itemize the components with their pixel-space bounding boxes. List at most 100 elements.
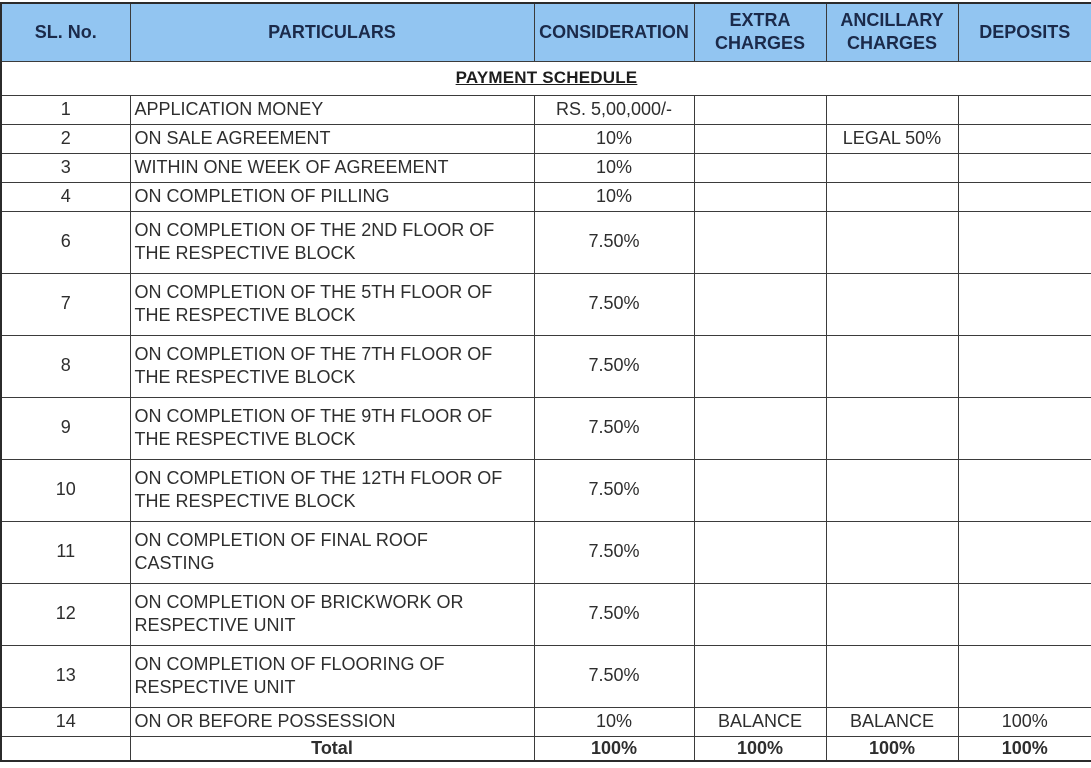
- total-row: Total 100% 100% 100% 100%: [0, 735, 1091, 762]
- particulars-cell: APPLICATION MONEY: [129, 94, 535, 125]
- sl-cell: 13: [0, 644, 131, 708]
- consideration-cell: 7.50%: [533, 458, 695, 522]
- deposits-cell: [957, 152, 1091, 183]
- extra-charges-cell: BALANCE: [693, 706, 827, 737]
- table-row: 12 ON COMPLETION OF BRICKWORK OR RESPECT…: [0, 582, 1091, 646]
- extra-charges-cell: [693, 181, 827, 212]
- sl-cell: 14: [0, 706, 131, 737]
- deposits-cell: [957, 582, 1091, 646]
- sl-cell: 2: [0, 123, 131, 154]
- table-row: 3 WITHIN ONE WEEK OF AGREEMENT 10%: [0, 152, 1091, 183]
- particulars-cell: ON COMPLETION OF THE 12TH FLOOR OF THE R…: [129, 458, 535, 522]
- sl-cell: 8: [0, 334, 131, 398]
- header-row: SL. No. PARTICULARS CONSIDERATION EXTRA …: [0, 2, 1091, 62]
- ancillary-charges-cell: [825, 644, 959, 708]
- table-row: 10 ON COMPLETION OF THE 12TH FLOOR OF TH…: [0, 458, 1091, 522]
- ancillary-charges-cell: [825, 94, 959, 125]
- ancillary-charges-cell: BALANCE: [825, 706, 959, 737]
- extra-charges-cell: [693, 334, 827, 398]
- particulars-cell: ON COMPLETION OF PILLING: [129, 181, 535, 212]
- consideration-cell: 7.50%: [533, 644, 695, 708]
- table-row: 13 ON COMPLETION OF FLOORING OF RESPECTI…: [0, 644, 1091, 708]
- extra-charges-cell: [693, 210, 827, 274]
- sl-cell: 4: [0, 181, 131, 212]
- consideration-cell: 7.50%: [533, 520, 695, 584]
- ancillary-charges-total-cell: 100%: [825, 735, 959, 762]
- table-row: 7 ON COMPLETION OF THE 5TH FLOOR OF THE …: [0, 272, 1091, 336]
- table-row: 1 APPLICATION MONEY RS. 5,00,000/-: [0, 94, 1091, 125]
- table-header: SL. No. PARTICULARS CONSIDERATION EXTRA …: [0, 2, 1091, 62]
- ancillary-charges-cell: [825, 334, 959, 398]
- col-header-extra-charges: EXTRA CHARGES: [693, 2, 827, 62]
- consideration-cell: 10%: [533, 706, 695, 737]
- consideration-cell: 7.50%: [533, 334, 695, 398]
- sl-cell: 10: [0, 458, 131, 522]
- extra-charges-cell: [693, 582, 827, 646]
- ancillary-charges-cell: [825, 181, 959, 212]
- title-cell: PAYMENT SCHEDULE: [0, 60, 1091, 96]
- particulars-cell: ON COMPLETION OF FINAL ROOF CASTING: [129, 520, 535, 584]
- deposits-cell: [957, 123, 1091, 154]
- consideration-total-cell: 100%: [533, 735, 695, 762]
- ancillary-charges-cell: [825, 396, 959, 460]
- extra-charges-cell: [693, 272, 827, 336]
- deposits-cell: [957, 272, 1091, 336]
- ancillary-charges-cell: [825, 272, 959, 336]
- sl-cell: [0, 735, 131, 762]
- sl-cell: 11: [0, 520, 131, 584]
- particulars-cell: ON COMPLETION OF THE 9TH FLOOR OF THE RE…: [129, 396, 535, 460]
- table-row: 4 ON COMPLETION OF PILLING 10%: [0, 181, 1091, 212]
- particulars-cell: ON SALE AGREEMENT: [129, 123, 535, 154]
- extra-charges-cell: [693, 152, 827, 183]
- col-header-particulars: PARTICULARS: [129, 2, 535, 62]
- particulars-cell: ON OR BEFORE POSSESSION: [129, 706, 535, 737]
- deposits-cell: [957, 644, 1091, 708]
- table-row: 14 ON OR BEFORE POSSESSION 10% BALANCE B…: [0, 706, 1091, 737]
- consideration-cell: 10%: [533, 181, 695, 212]
- deposits-cell: [957, 334, 1091, 398]
- table-row: 2 ON SALE AGREEMENT 10% LEGAL 50%: [0, 123, 1091, 154]
- total-label-cell: Total: [129, 735, 535, 762]
- deposits-cell: [957, 94, 1091, 125]
- extra-charges-cell: [693, 123, 827, 154]
- ancillary-charges-cell: [825, 520, 959, 584]
- consideration-cell: 7.50%: [533, 582, 695, 646]
- ancillary-charges-cell: [825, 152, 959, 183]
- extra-charges-total-cell: 100%: [693, 735, 827, 762]
- deposits-cell: [957, 396, 1091, 460]
- extra-charges-cell: [693, 644, 827, 708]
- ancillary-charges-cell: LEGAL 50%: [825, 123, 959, 154]
- deposits-cell: [957, 520, 1091, 584]
- col-header-consideration: CONSIDERATION: [533, 2, 695, 62]
- col-header-ancillary-charges: ANCILLARY CHARGES: [825, 2, 959, 62]
- particulars-cell: ON COMPLETION OF THE 7TH FLOOR OF THE RE…: [129, 334, 535, 398]
- deposits-total-cell: 100%: [957, 735, 1091, 762]
- deposits-cell: [957, 210, 1091, 274]
- sl-cell: 9: [0, 396, 131, 460]
- table-row: 9 ON COMPLETION OF THE 9TH FLOOR OF THE …: [0, 396, 1091, 460]
- particulars-cell: WITHIN ONE WEEK OF AGREEMENT: [129, 152, 535, 183]
- consideration-cell: 7.50%: [533, 272, 695, 336]
- consideration-cell: 7.50%: [533, 396, 695, 460]
- extra-charges-cell: [693, 458, 827, 522]
- particulars-cell: ON COMPLETION OF THE 2ND FLOOR OF THE RE…: [129, 210, 535, 274]
- consideration-cell: 7.50%: [533, 210, 695, 274]
- deposits-cell: [957, 458, 1091, 522]
- consideration-cell: RS. 5,00,000/-: [533, 94, 695, 125]
- sl-cell: 7: [0, 272, 131, 336]
- particulars-cell: ON COMPLETION OF FLOORING OF RESPECTIVE …: [129, 644, 535, 708]
- ancillary-charges-cell: [825, 210, 959, 274]
- extra-charges-cell: [693, 520, 827, 584]
- ancillary-charges-cell: [825, 582, 959, 646]
- page-title: PAYMENT SCHEDULE: [455, 68, 638, 88]
- deposits-cell: 100%: [957, 706, 1091, 737]
- deposits-cell: [957, 181, 1091, 212]
- consideration-cell: 10%: [533, 152, 695, 183]
- particulars-cell: ON COMPLETION OF BRICKWORK OR RESPECTIVE…: [129, 582, 535, 646]
- table-row: 11 ON COMPLETION OF FINAL ROOF CASTING 7…: [0, 520, 1091, 584]
- sl-cell: 1: [0, 94, 131, 125]
- ancillary-charges-cell: [825, 458, 959, 522]
- sl-cell: 6: [0, 210, 131, 274]
- consideration-cell: 10%: [533, 123, 695, 154]
- table-row: 6 ON COMPLETION OF THE 2ND FLOOR OF THE …: [0, 210, 1091, 274]
